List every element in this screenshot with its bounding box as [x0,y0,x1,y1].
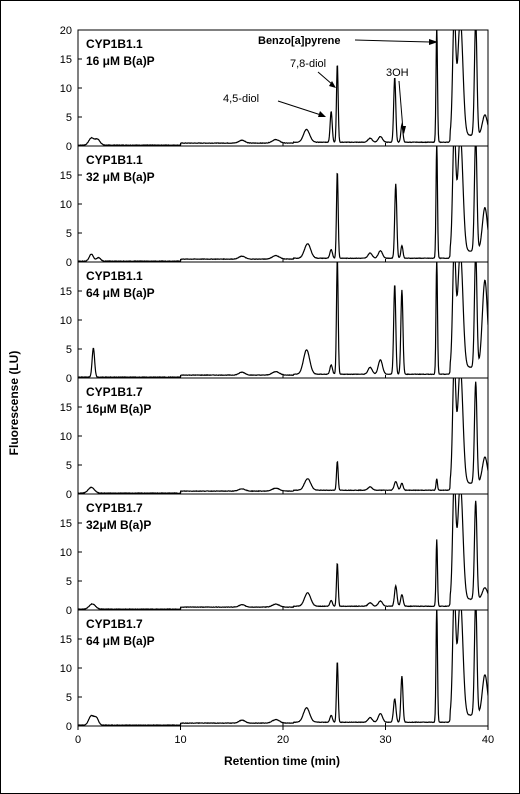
chromatogram-trace [78,146,488,262]
panels-group: 0 5 10 15 20 CYP1B1.1 16 μM B(a)P Benzo[a]pyren… [60,25,489,733]
y-axis-label: Fluorescense (LU) [7,351,21,456]
annotation-arrowhead [318,111,326,117]
panel-label-enzyme: CYP1B1.1 [86,37,143,51]
annotation-3oh: 3OH [386,67,409,79]
y-tick-label: 10 [60,199,72,211]
y-tick-label: 0 [66,141,72,153]
panel-label-concentration: 64 μM B(a)P [86,286,155,300]
chromatogram-trace [78,494,488,610]
y-tick-label: 0 [66,489,72,501]
panel-label-concentration: 16μM B(a)P [86,402,151,416]
y-tick-label: 15 [60,634,72,646]
panel-label-concentration: 32 μM B(a)P [86,170,155,184]
annotation-arrowhead [401,126,406,134]
y-tick-label: 10 [60,663,72,675]
panel-label-enzyme: CYP1B1.7 [86,501,143,515]
chromatogram-panel: 0 5 10 15 CYP1B1.7 64 μM B(a)P [60,609,489,733]
y-tick-label: 10 [60,315,72,327]
panel-label-enzyme: CYP1B1.1 [86,153,143,167]
annotation-arrowhead [329,81,336,88]
y-tick-label: 0 [66,721,72,733]
y-tick-label: 5 [66,460,72,472]
y-tick-label: 5 [66,692,72,704]
panel-label-concentration: 16 μM B(a)P [86,54,155,68]
chromatogram-trace [78,610,488,726]
y-tick-label: 5 [66,112,72,124]
chromatogram-panel: 0 5 10 15 CYP1B1.1 32 μM B(a)P [60,145,489,269]
annotation-arrow-line [317,71,334,86]
y-tick-label: 15 [60,54,72,66]
x-axis: 0 10 20 30 40 [75,726,494,746]
y-tick-label: 5 [66,344,72,356]
chromatogram-trace [78,262,488,378]
y-tick-label: 15 [60,402,72,414]
chromatogram-trace [78,30,488,146]
annotation-7-8-diol: 7,8-diol [290,58,326,70]
annotation-arrow-line [354,39,431,43]
y-tick-label: 20 [60,25,72,37]
chromatogram-panel: 0 5 10 15 20 CYP1B1.1 16 μM B(a)P Benzo[a]pyren… [60,25,489,153]
x-tick-label: 20 [277,734,289,746]
x-tick-label: 40 [482,734,494,746]
y-tick-label: 5 [66,576,72,588]
panel-label-enzyme: CYP1B1.1 [86,269,143,283]
y-tick-label: 10 [60,431,72,443]
annotation-arrow-line [398,80,404,131]
y-tick-label: 0 [66,373,72,385]
annotation-4-5-diol: 4,5-diol [223,93,259,105]
y-tick-label: 15 [60,518,72,530]
x-axis-label: Retention time (min) [224,754,340,768]
x-tick-label: 10 [174,734,186,746]
x-tick-label: 30 [379,734,391,746]
panel-label-concentration: 64 μM B(a)P [86,634,155,648]
panel-label-enzyme: CYP1B1.7 [86,617,143,631]
y-tick-label: 10 [60,83,72,95]
annotation-arrow-line [277,100,322,116]
y-tick-label: 0 [66,605,72,617]
y-tick-label: 15 [60,286,72,298]
y-tick-label: 10 [60,547,72,559]
chromatogram-trace [78,378,488,494]
panel-label-concentration: 32μM B(a)P [86,518,151,532]
annotation-arrowhead [429,39,438,45]
x-tick-label: 0 [75,734,81,746]
panel-label-enzyme: CYP1B1.7 [86,385,143,399]
annotation-benzo-a-pyrene: Benzo[a]pyrene [258,35,341,47]
y-tick-label: 15 [60,170,72,182]
y-tick-label: 5 [66,228,72,240]
y-tick-label: 0 [66,257,72,269]
